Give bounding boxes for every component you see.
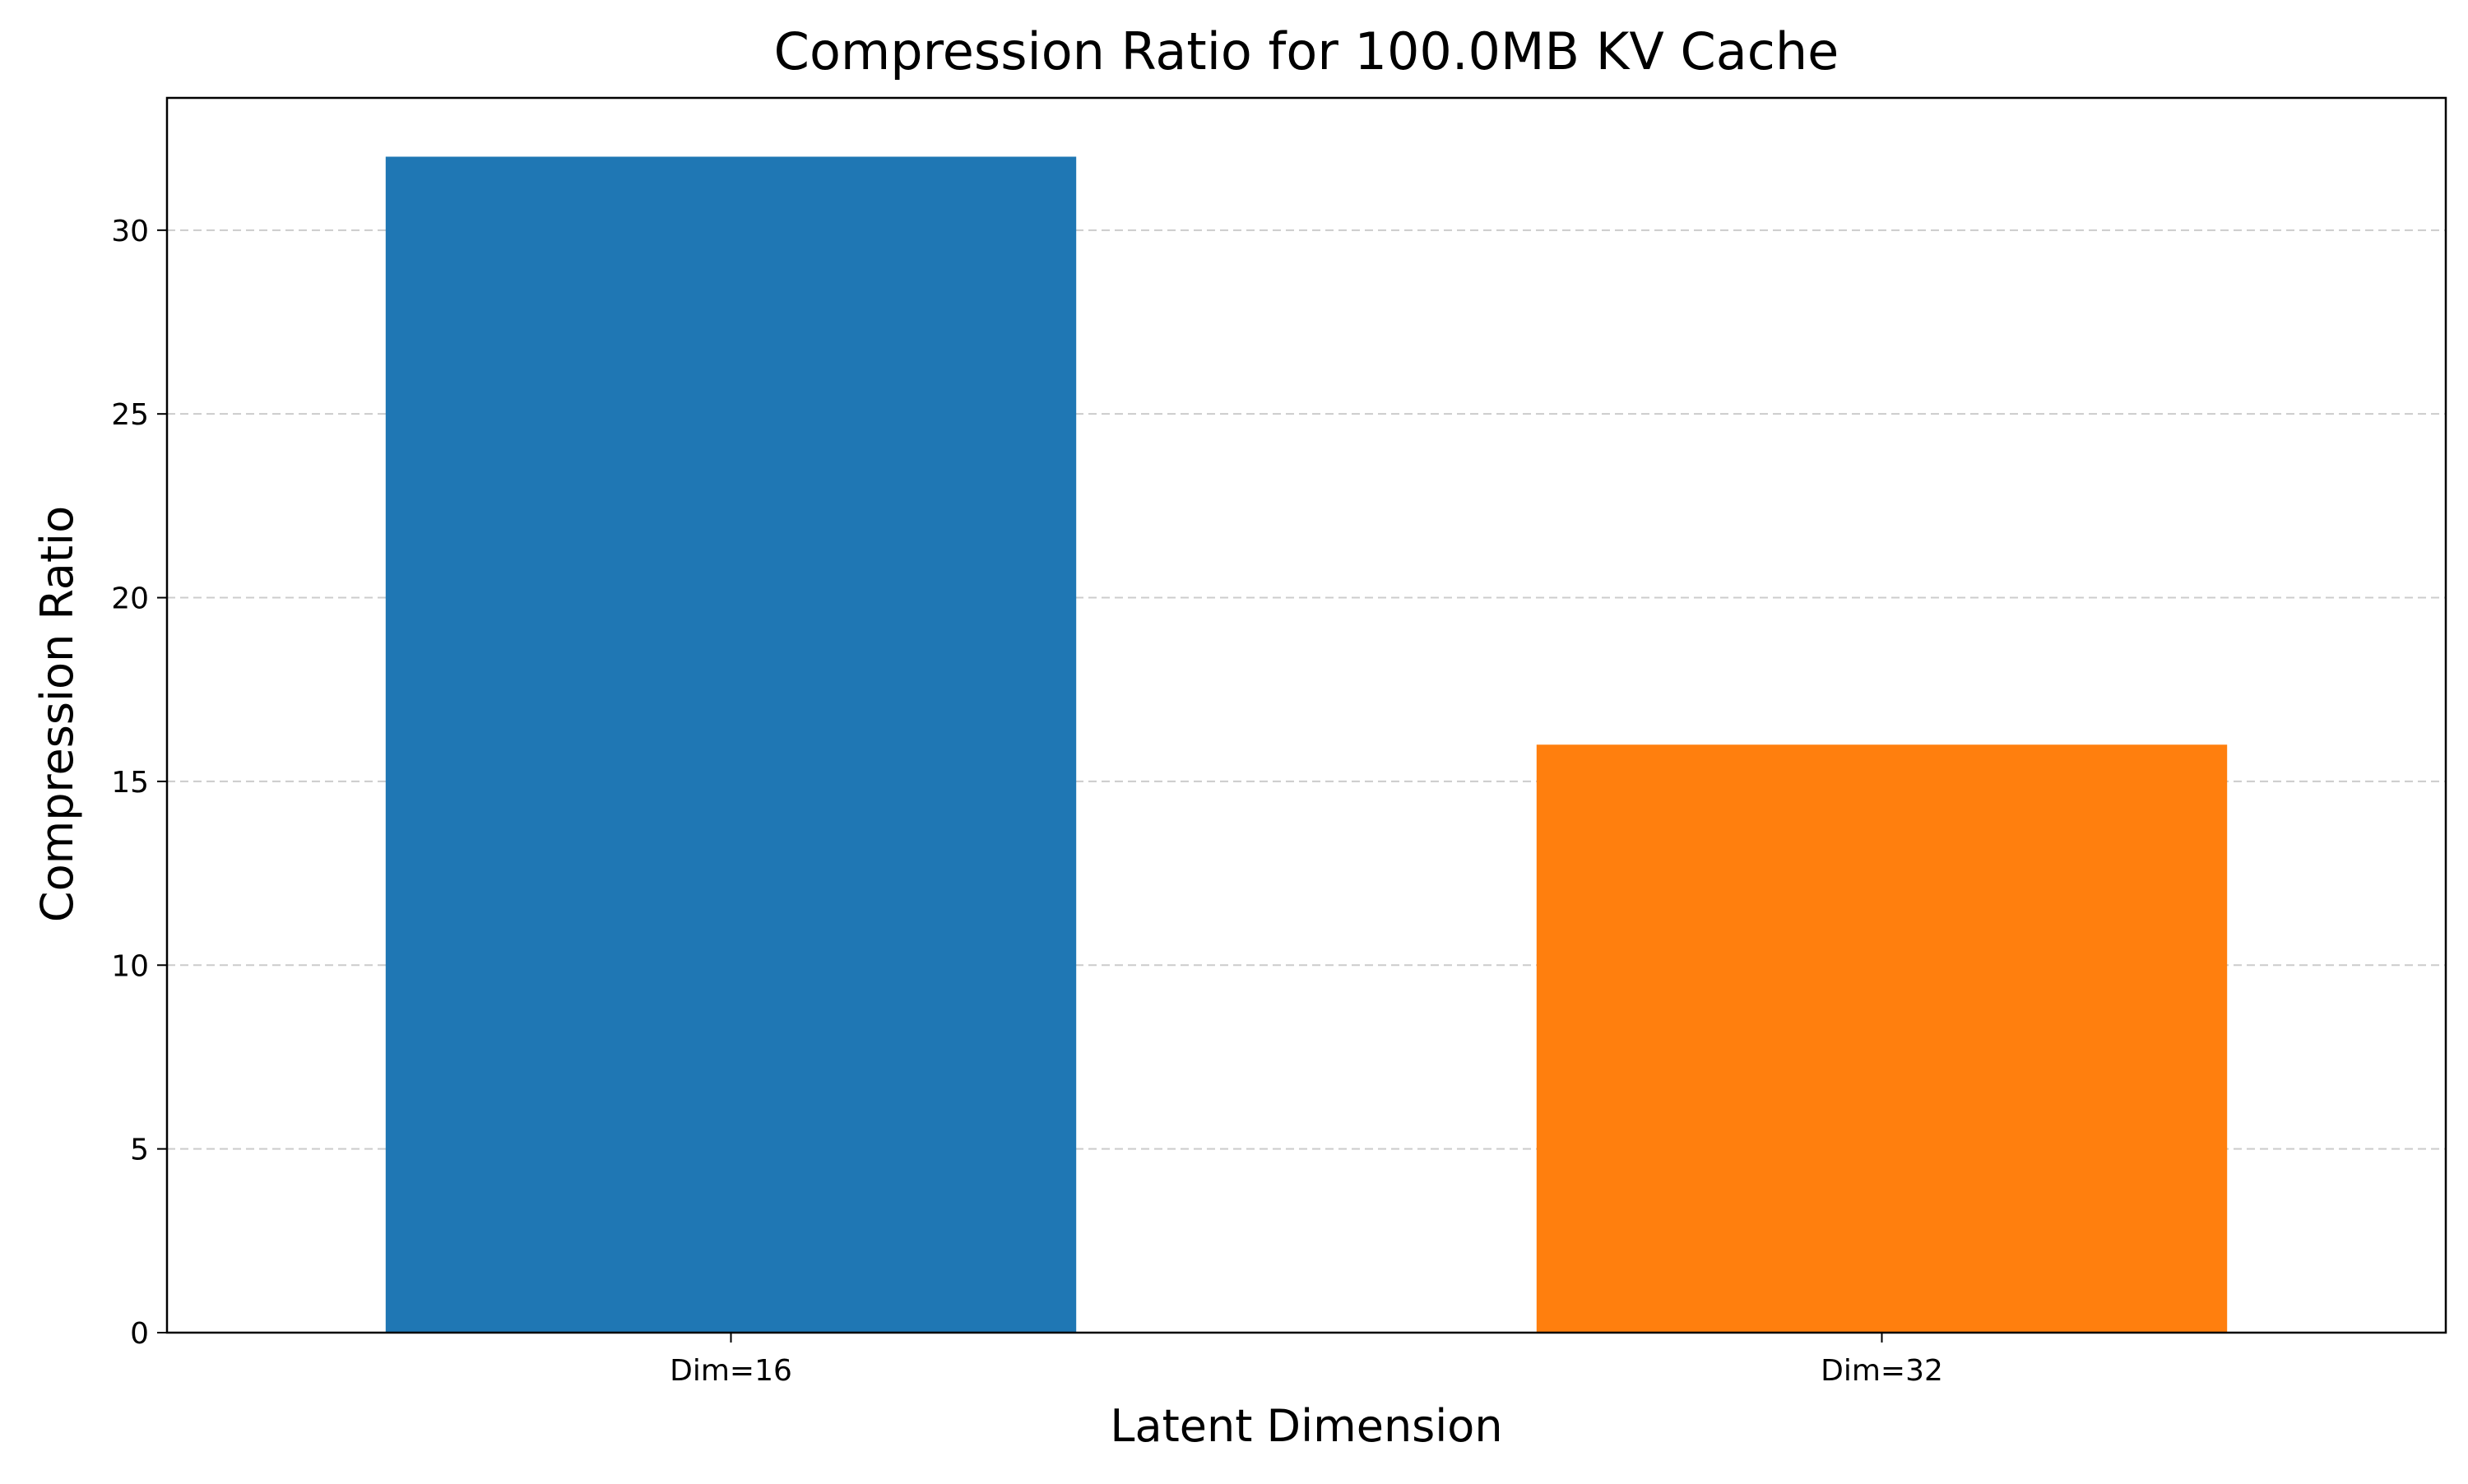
plot-frame <box>165 96 2447 1334</box>
y-tick-label: 30 <box>111 215 149 248</box>
x-tick-label: Dim=16 <box>670 1354 792 1388</box>
bar-dim-32 <box>1536 744 2228 1333</box>
y-tick-label: 15 <box>111 766 149 800</box>
y-tick-label: 20 <box>111 582 149 616</box>
y-tick-label: 0 <box>130 1317 149 1351</box>
axes <box>157 96 2447 1343</box>
y-tick-label: 10 <box>111 949 149 983</box>
tick-labels: 0 5 10 15 20 25 30 Dim=16 Dim=32 <box>111 215 1943 1388</box>
y-axis-label: Compression Ratio <box>31 506 83 922</box>
bars <box>385 156 2228 1333</box>
bar-dim-16 <box>385 156 1077 1333</box>
x-axis-label: Latent Dimension <box>1110 1400 1502 1452</box>
y-tick-label: 5 <box>130 1134 149 1167</box>
chart-title: Compression Ratio for 100.0MB KV Cache <box>774 21 1839 81</box>
x-tick-label: Dim=32 <box>1821 1354 1943 1388</box>
y-tick-label: 25 <box>111 398 149 432</box>
